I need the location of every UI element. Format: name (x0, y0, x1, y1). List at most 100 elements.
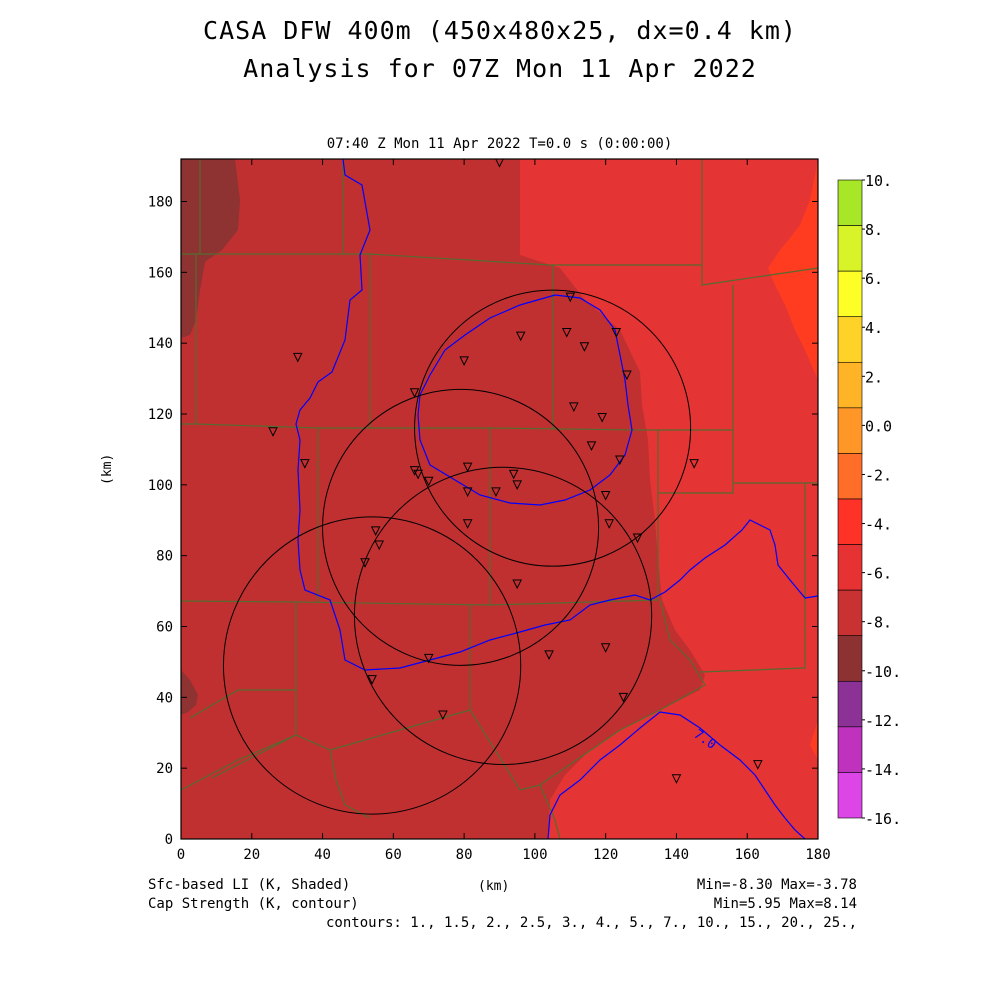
x-tick-label: 180 (805, 847, 830, 863)
colorbar-swatch (837, 589, 863, 637)
contour-levels: contours: 1., 1.5, 2., 2.5, 3., 4., 5., … (325, 915, 857, 931)
station-marker (512, 579, 523, 590)
colorbar-label: 0.0 (865, 417, 892, 435)
y-tick-label: 20 (156, 761, 173, 777)
li-field-dark (181, 159, 705, 839)
station-marker (579, 342, 590, 352)
station-marker (611, 328, 622, 338)
station-marker (632, 533, 643, 544)
station-marker (374, 540, 384, 551)
radar-ring-1 (414, 289, 692, 567)
x-tick-label: 80 (456, 847, 473, 863)
station-marker (569, 402, 579, 413)
colorbar-swatch (837, 270, 863, 318)
station-marker (459, 356, 469, 366)
y-tick-label: 120 (148, 407, 173, 423)
radar-ring-4 (222, 516, 522, 815)
station-marker (360, 558, 370, 568)
colorbar-label: -8. (865, 614, 892, 632)
station-marker (586, 441, 597, 451)
y-tick-label: 0 (165, 832, 173, 848)
valid-time-label: 07:40 Z Mon 11 Apr 2022 T=0.0 s (0:00:00… (326, 136, 673, 152)
y-tick-label: 160 (148, 265, 173, 281)
station-marker (597, 413, 607, 423)
colorbar-swatch (837, 179, 863, 226)
station-marker (462, 462, 473, 473)
station-marker (512, 480, 523, 490)
station-marker (438, 710, 448, 721)
colorbar-label: -16. (865, 810, 901, 828)
station-marker (300, 459, 310, 469)
station-marker (462, 487, 473, 498)
radar-ring-3 (353, 466, 653, 766)
colorbar-label: -10. (865, 663, 901, 681)
colorbar-label: 8. (865, 221, 883, 239)
station-marker (565, 292, 576, 303)
figure-subtitle: Analysis for 07Z Mon 11 Apr 2022 (243, 54, 757, 83)
radar-rings (222, 289, 692, 815)
colorbar-label: 6. (865, 270, 883, 288)
map-area: 7.0 (181, 159, 818, 839)
colorbar-swatch (837, 453, 863, 500)
shaded-minmax: Min=-8.30 Max=-3.78 (696, 877, 857, 893)
y-tick-label: 40 (156, 690, 173, 706)
colorbar-swatch (837, 544, 863, 591)
station-marker (515, 331, 526, 342)
y-tick-label: 80 (156, 549, 173, 565)
y-tick-label: 180 (148, 195, 173, 211)
colorbar-swatch (837, 361, 863, 409)
station-marker (508, 469, 519, 480)
x-tick-label: 0 (177, 847, 185, 863)
station-marker (544, 650, 554, 660)
colorbar-label: -4. (865, 516, 892, 534)
colorbar-label: -6. (865, 565, 892, 583)
station-marker (600, 643, 611, 653)
y-tick-label: 140 (148, 336, 173, 352)
x-tick-label: 40 (314, 847, 331, 863)
station-marker (491, 487, 501, 498)
y-tick-label: 60 (156, 620, 173, 636)
station-marker (370, 526, 381, 536)
plot-frame (180, 158, 819, 840)
station-marker (495, 159, 504, 168)
y-tick-label: 100 (148, 478, 173, 494)
station-marker (367, 675, 377, 685)
station-marker (604, 519, 615, 529)
colorbar-label: 10. (865, 172, 892, 190)
x-tick-label: 120 (593, 847, 618, 863)
station-marker (423, 476, 434, 487)
li-field-darkest-2 (181, 670, 198, 715)
colorbar-swatch (837, 225, 863, 272)
station-marker (292, 352, 303, 363)
colorbar-label: 2. (865, 368, 883, 386)
axis-ticks: 0 20 40 60 80 100 120 140 160 180 0 20 40 60 80 100 120 1… (148, 159, 831, 863)
station-marker (615, 455, 625, 466)
figure-title: CASA DFW 400m (450x480x25, dx=0.4 km) (203, 16, 797, 45)
station-marker (561, 328, 572, 338)
contour-minmax: Min=5.95 Max=8.14 (713, 896, 857, 912)
station-marker (268, 427, 278, 437)
colorbar-swatch (837, 316, 863, 363)
station-marker (409, 388, 420, 398)
contour-field-label: Cap Strength (K, contour) (148, 896, 359, 912)
shaded-field-label: Sfc-based LI (K, Shaded) (148, 877, 351, 893)
station-marker (462, 519, 473, 529)
colorbar-swatch (837, 635, 863, 682)
station-marker (413, 469, 423, 480)
x-axis-label: (km) (478, 879, 510, 894)
station-marker (671, 774, 682, 784)
colorbar-label: -12. (865, 712, 901, 730)
colorbar-swatch (837, 772, 863, 819)
station-markers (268, 159, 763, 784)
station-marker (622, 370, 632, 381)
x-tick-label: 140 (664, 847, 689, 863)
station-marker (423, 653, 434, 664)
colorbar-swatch (837, 680, 863, 728)
x-tick-label: 60 (385, 847, 402, 863)
colorbar-label: 4. (865, 319, 883, 337)
x-tick-label: 20 (243, 847, 260, 863)
station-marker (600, 490, 611, 501)
radar-ring-2 (322, 388, 600, 666)
